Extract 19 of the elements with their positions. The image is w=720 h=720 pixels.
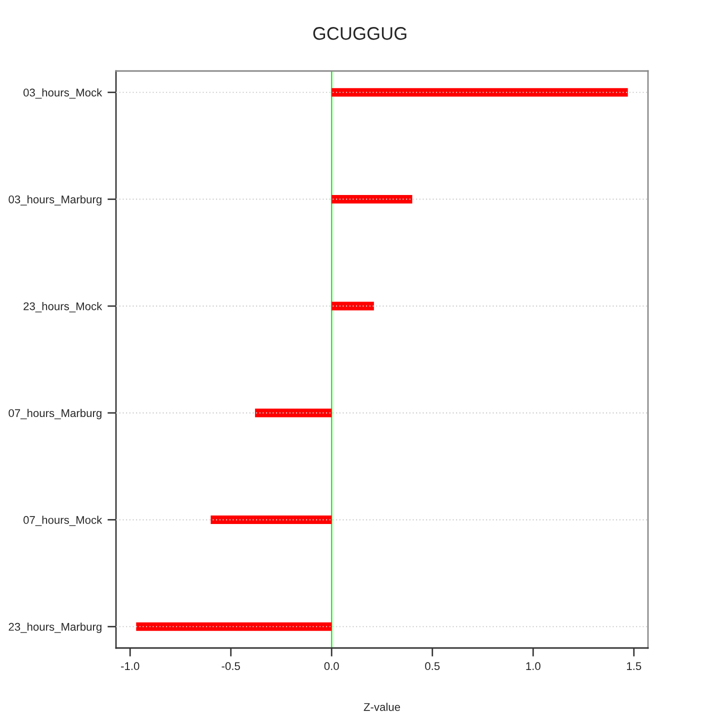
bar [210,516,332,524]
x-tick-label: 0.5 [425,662,440,670]
x-tick-label: -0.5 [222,662,240,670]
y-tick-label: 23_hours_Mock [24,302,102,312]
y-tick-label: 03_hours_Mock [23,88,102,99]
x-tick-label: 0.0 [324,662,339,670]
y-tick-label: 03_hours_Marburg [8,195,102,206]
x-tick-label: 1.5 [627,662,642,670]
bar [332,302,374,310]
x-axis-title: Z-value [364,702,400,711]
bar [136,622,332,631]
bar [332,194,412,204]
y-tick-label: 07_hours_Marburg [8,408,102,420]
x-tick-label: -1.0 [121,662,140,670]
bar [255,408,332,418]
y-tick-label: 07_hours_Mock [23,516,102,526]
y-tick-label: 23_hours_Marburg [8,622,102,633]
x-tick-label: 1.0 [526,662,540,670]
chart-title: GCUGGUG [313,27,406,40]
